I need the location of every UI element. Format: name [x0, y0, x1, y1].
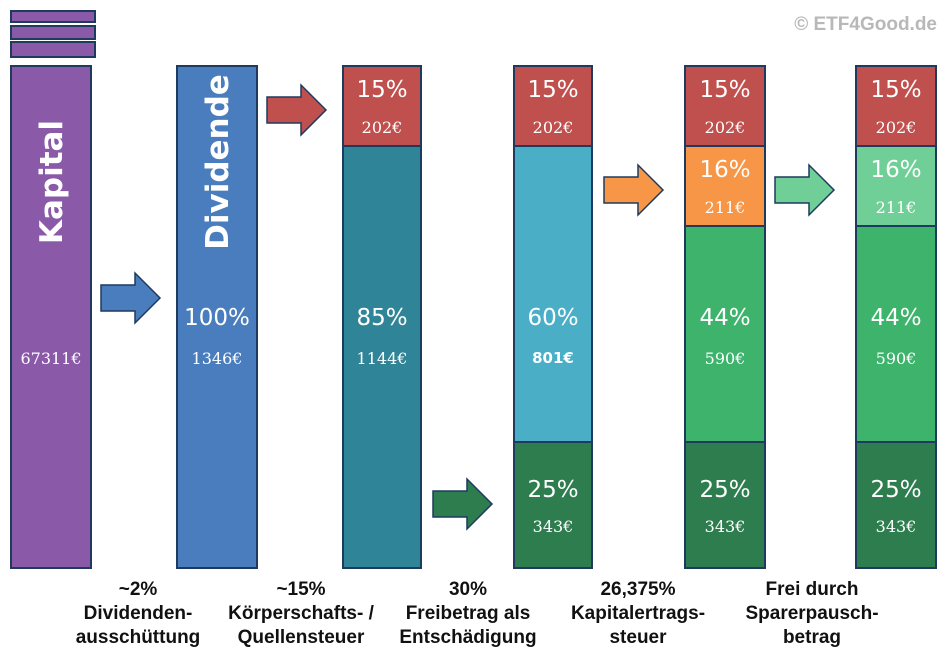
segment-amount: 343€: [532, 517, 574, 536]
watermark: © ETF4Good.de: [794, 14, 937, 35]
segment-percent: 16%: [699, 157, 751, 183]
arrow-right-icon: [266, 83, 328, 137]
segment-amount: 343€: [704, 517, 746, 536]
segment-percent: 44%: [870, 305, 922, 331]
sparerpausch-column: 15% 202€ 16% 211€ 44% 590€ 25% 343€: [855, 65, 937, 569]
segment-percent: 15%: [527, 77, 579, 103]
caption-line: steuer: [609, 627, 667, 648]
segment-percent: 16%: [870, 157, 922, 183]
kapital-stack-bar-1: [10, 10, 96, 23]
kapital-label: Kapital: [34, 119, 70, 245]
freibetrag-segment-main: 60% 801€: [513, 145, 593, 443]
segment-percent: 85%: [356, 305, 408, 331]
segment-amount: 590€: [875, 349, 917, 368]
segment-percent: 15%: [699, 77, 751, 103]
caption-line: Quellensteuer: [237, 627, 365, 648]
caption-line: Freibetrag als: [405, 603, 531, 624]
spb-segment-top: 15% 202€: [855, 65, 937, 147]
caption-line: ~15%: [276, 579, 326, 600]
caption-line: 26,375%: [600, 579, 676, 600]
segment-percent: 60%: [527, 305, 579, 331]
kapitalertragssteuer-column: 15% 202€ 16% 211€ 44% 590€ 25% 343€: [684, 65, 766, 569]
segment-amount: 202€: [704, 118, 746, 137]
caption-kapitalertragssteuer: 26,375% Kapitalertrags- steuer: [558, 578, 718, 650]
caption-sparerpauschbetrag: Frei durch Sparerpausch- betrag: [722, 578, 902, 650]
arrow-right-icon: [774, 163, 836, 217]
segment-percent: 25%: [699, 477, 751, 503]
segment-percent: 25%: [870, 477, 922, 503]
caption-line: Frei durch: [765, 579, 859, 600]
segment-percent: 15%: [356, 77, 408, 103]
kapital-column: Kapital 67311€: [10, 65, 92, 569]
caption-freibetrag: 30% Freibetrag als Entschädigung: [388, 578, 548, 650]
caption-line: Körperschafts- /: [228, 603, 374, 624]
arrow-right-icon: [603, 163, 665, 217]
dividende-segment: Dividende 100% 1346€: [176, 65, 258, 569]
arrow-right-icon: [100, 271, 162, 325]
segment-percent: 44%: [699, 305, 751, 331]
dividende-label: Dividende: [200, 74, 236, 250]
caption-line: Entschädigung: [399, 627, 537, 648]
dividende-amount: 1346€: [191, 349, 243, 368]
kest-segment-bottom: 25% 343€: [684, 441, 766, 569]
dividende-percent: 100%: [184, 305, 250, 331]
segment-amount: 202€: [532, 118, 574, 137]
segment-amount: 343€: [875, 517, 917, 536]
segment-amount: 202€: [875, 118, 917, 137]
segment-amount: 1144€: [356, 349, 408, 368]
quellensteuer-column: 15% 202€ 85% 1144€: [342, 65, 422, 569]
caption-line: betrag: [782, 627, 842, 648]
kest-segment-main: 44% 590€: [684, 225, 766, 443]
kapital-stack-bar-2: [10, 25, 96, 40]
segment-amount: 202€: [361, 118, 403, 137]
spb-segment-main: 44% 590€: [855, 225, 937, 443]
spb-segment-bottom: 25% 343€: [855, 441, 937, 569]
freibetrag-segment-top: 15% 202€: [513, 65, 593, 147]
segment-amount: 211€: [875, 198, 917, 217]
segment-amount: 590€: [704, 349, 746, 368]
caption-dividendenausschuettung: ~2% Dividenden- ausschüttung: [58, 578, 218, 650]
caption-line: Dividenden-: [83, 603, 193, 624]
quellensteuer-segment-main: 85% 1144€: [342, 145, 422, 569]
segment-percent: 25%: [527, 477, 579, 503]
kapital-amount: 67311€: [20, 349, 82, 368]
caption-line: Sparerpausch-: [745, 603, 879, 624]
caption-line: ausschüttung: [75, 627, 201, 648]
caption-line: Kapitalertrags-: [570, 603, 706, 624]
caption-line: 30%: [448, 579, 488, 600]
kest-segment-tax: 16% 211€: [684, 145, 766, 227]
arrow-right-icon: [432, 477, 494, 531]
kapital-stack-bar-3: [10, 41, 96, 58]
freibetrag-column: 15% 202€ 60% 801€ 25% 343€: [513, 65, 593, 569]
kapital-segment: Kapital 67311€: [10, 65, 92, 569]
freibetrag-segment-bottom: 25% 343€: [513, 441, 593, 569]
segment-amount: 801€: [532, 349, 574, 367]
segment-percent: 15%: [870, 77, 922, 103]
caption-quellensteuer: ~15% Körperschafts- / Quellensteuer: [212, 578, 390, 650]
kest-segment-top: 15% 202€: [684, 65, 766, 147]
segment-amount: 211€: [704, 198, 746, 217]
spb-segment-free: 16% 211€: [855, 145, 937, 227]
caption-line: ~2%: [118, 579, 158, 600]
quellensteuer-segment-top: 15% 202€: [342, 65, 422, 147]
dividende-column: Dividende 100% 1346€: [176, 65, 258, 569]
